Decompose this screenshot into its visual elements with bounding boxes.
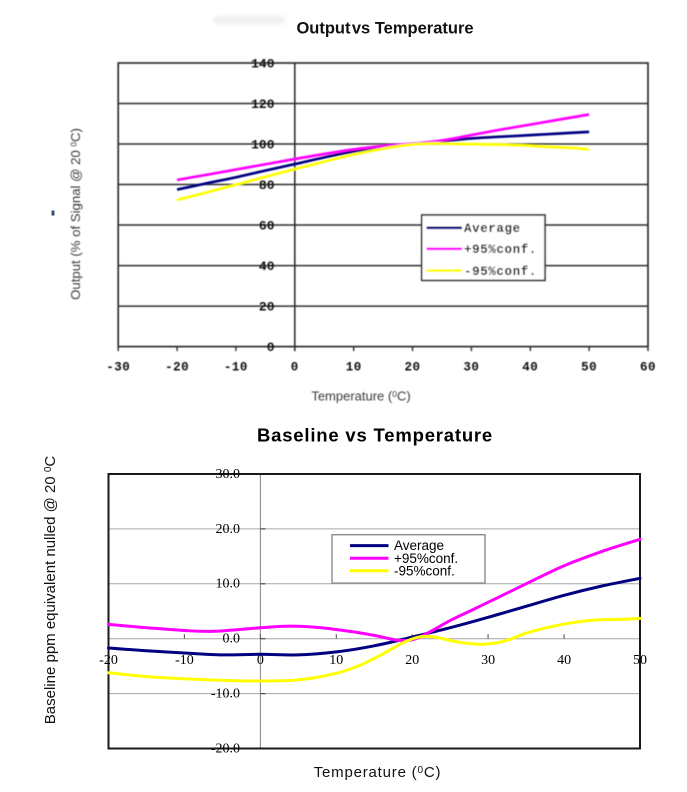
- svg-text:30: 30: [463, 361, 479, 375]
- svg-text:40: 40: [522, 361, 538, 375]
- svg-text:40: 40: [557, 653, 571, 668]
- svg-text:120: 120: [251, 97, 275, 112]
- svg-text:0: 0: [291, 361, 299, 375]
- svg-text:-10.0: -10.0: [211, 687, 240, 702]
- svg-text:50: 50: [581, 361, 597, 375]
- svg-text:50: 50: [633, 653, 647, 668]
- svg-text:60: 60: [640, 361, 656, 375]
- svg-text:140: 140: [251, 56, 275, 71]
- svg-text:0: 0: [267, 340, 275, 355]
- svg-text:0.0: 0.0: [223, 632, 241, 647]
- svg-text:Output vs Temperature: Output vs Temperature: [296, 20, 473, 38]
- svg-text:-20: -20: [99, 653, 118, 668]
- svg-text:0: 0: [257, 653, 264, 668]
- svg-text:-30: -30: [106, 361, 130, 375]
- svg-text:30: 30: [481, 653, 495, 668]
- svg-text:10: 10: [329, 653, 343, 668]
- svg-text:Temperature (0C): Temperature (0C): [314, 764, 442, 781]
- svg-text:-95%conf.: -95%conf.: [464, 265, 537, 279]
- svg-text:Baseline vs Temperature: Baseline vs Temperature: [257, 425, 493, 446]
- svg-text:Output (% of Signal @ 20 0C): Output (% of Signal @ 20 0C): [68, 128, 83, 300]
- svg-text:-10: -10: [175, 653, 194, 668]
- svg-text:Average: Average: [464, 222, 521, 236]
- svg-text:10.0: 10.0: [216, 577, 241, 592]
- svg-text:Temperature (0C): Temperature (0C): [311, 389, 410, 404]
- svg-text:-95%conf.: -95%conf.: [394, 563, 455, 578]
- svg-text:20: 20: [404, 361, 420, 375]
- svg-text:-20: -20: [165, 361, 189, 375]
- svg-text:20: 20: [259, 299, 275, 314]
- svg-text:20.0: 20.0: [216, 522, 241, 537]
- svg-text:30.0: 30.0: [216, 467, 241, 482]
- svg-text:+95%conf.: +95%conf.: [464, 243, 537, 257]
- svg-text:Average: Average: [394, 538, 444, 553]
- svg-text:60: 60: [259, 218, 275, 233]
- svg-text:20: 20: [405, 653, 419, 668]
- svg-text:10: 10: [346, 361, 362, 375]
- svg-text:-10: -10: [224, 361, 248, 375]
- svg-text:-20.0: -20.0: [211, 741, 240, 756]
- svg-text:40: 40: [259, 259, 275, 274]
- svg-text:Baseline ppm equivalent nulled: Baseline ppm equivalent nulled @ 20 0C: [42, 456, 59, 725]
- svg-text:+95%conf.: +95%conf.: [394, 551, 458, 566]
- svg-text:80: 80: [259, 178, 275, 193]
- svg-text:100: 100: [251, 137, 275, 152]
